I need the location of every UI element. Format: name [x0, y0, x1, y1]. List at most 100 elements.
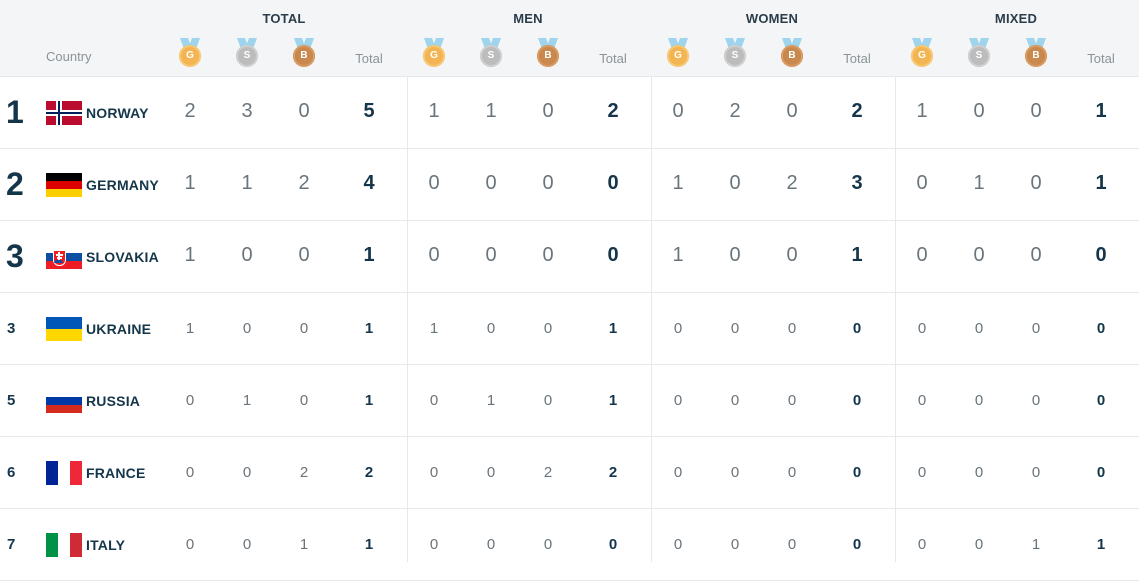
gold-medal-icon[interactable]: G	[909, 38, 935, 68]
germany-flag-icon	[46, 173, 82, 197]
medal-total-cell: 0	[608, 536, 618, 553]
total-column-header[interactable]: Total	[1087, 51, 1115, 66]
medal-count-cell: 0	[486, 536, 496, 553]
medal-count-cell: 1	[672, 244, 684, 266]
table-row[interactable]: 3 UKRAINE 1 0 0 1 1 0 0 1 0 0 0 0 0 0 0 0	[0, 292, 1139, 365]
medal-count-cell: 1	[973, 172, 985, 194]
medal-count-cell: 0	[673, 392, 683, 409]
medal-count-cell: 0	[485, 244, 497, 266]
medal-count-cell: 0	[730, 536, 740, 553]
country-name[interactable]: UKRAINE	[86, 321, 152, 337]
gold-medal-icon[interactable]: G	[177, 38, 203, 68]
medal-count-cell: 0	[787, 392, 797, 409]
medal-disc-letter: G	[179, 45, 201, 67]
medal-total-cell: 1	[851, 244, 863, 266]
medal-total-cell: 3	[851, 172, 863, 194]
table-row[interactable]: 7 ITALY 0 0 1 1 0 0 0 0 0 0 0 0 0 0 1 1	[0, 508, 1139, 581]
total-column-header[interactable]: Total	[599, 51, 627, 66]
medal-total-cell: 2	[364, 464, 374, 481]
medal-count-cell: 0	[973, 100, 985, 122]
bronze-medal-icon[interactable]: B	[535, 38, 561, 68]
medal-count-cell: 0	[786, 100, 798, 122]
russia-flag-icon	[46, 389, 82, 413]
medal-total-cell: 0	[607, 244, 619, 266]
silver-medal-icon[interactable]: S	[478, 38, 504, 68]
norway-flag-icon	[46, 101, 82, 125]
bronze-medal-icon[interactable]: B	[291, 38, 317, 68]
group-header-men[interactable]: MEN	[513, 11, 543, 26]
medal-count-cell: 0	[974, 392, 984, 409]
total-column-header[interactable]: Total	[355, 51, 383, 66]
bronze-medal-icon[interactable]: B	[1023, 38, 1049, 68]
medal-count-cell: 1	[486, 392, 496, 409]
country-name[interactable]: RUSSIA	[86, 393, 141, 409]
medal-disc-letter: G	[667, 45, 689, 67]
country-name[interactable]: NORWAY	[86, 105, 149, 121]
medal-count-cell: 0	[673, 464, 683, 481]
medal-count-cell: 0	[917, 536, 927, 553]
table-row[interactable]: 6 FRANCE 0 0 2 2 0 0 2 2 0 0 0 0 0 0 0 0	[0, 436, 1139, 509]
medal-disc-letter: S	[724, 45, 746, 67]
medal-count-cell: 0	[672, 100, 684, 122]
medal-disc-letter: S	[480, 45, 502, 67]
country-name[interactable]: SLOVAKIA	[86, 249, 159, 265]
medal-total-cell: 1	[1095, 100, 1107, 122]
medal-total-cell: 0	[852, 320, 862, 337]
bronze-medal-icon[interactable]: B	[779, 38, 805, 68]
medal-count-cell: 0	[730, 464, 740, 481]
medal-count-cell: 0	[299, 320, 309, 337]
medal-count-cell: 0	[730, 392, 740, 409]
rank-number: 3	[6, 238, 24, 274]
country-name[interactable]: GERMANY	[86, 177, 159, 193]
medal-count-cell: 0	[428, 244, 440, 266]
medal-count-cell: 0	[185, 392, 195, 409]
table-row[interactable]: 5 RUSSIA 0 1 0 1 0 1 0 1 0 0 0 0 0 0 0 0	[0, 364, 1139, 437]
table-row[interactable]: 1 NORWAY 2 3 0 5 1 1 0 2 0 2 0 2 1 0 0 1	[0, 76, 1139, 149]
medal-total-cell: 0	[1096, 464, 1106, 481]
country-name[interactable]: ITALY	[86, 537, 126, 553]
medal-count-cell: 0	[974, 320, 984, 337]
medal-count-cell: 0	[428, 172, 440, 194]
medal-total-cell: 1	[608, 392, 618, 409]
table-row[interactable]: 2 GERMANY 1 1 2 4 0 0 0 0 1 0 2 3 0 1 0 1	[0, 148, 1139, 221]
total-column-header[interactable]: Total	[843, 51, 871, 66]
medal-count-cell: 0	[429, 536, 439, 553]
silver-medal-icon[interactable]: S	[966, 38, 992, 68]
silver-medal-icon[interactable]: S	[722, 38, 748, 68]
rank-number: 2	[6, 166, 24, 202]
medal-count-cell: 0	[185, 464, 195, 481]
medal-count-cell: 0	[543, 536, 553, 553]
slovakia-flag-icon	[46, 245, 82, 269]
group-header-total[interactable]: TOTAL	[262, 11, 306, 26]
medal-total-cell: 0	[1095, 244, 1107, 266]
medal-count-cell: 2	[786, 172, 798, 194]
gold-medal-icon[interactable]: G	[421, 38, 447, 68]
medal-count-cell: 0	[298, 244, 310, 266]
medal-count-cell: 0	[486, 464, 496, 481]
country-column-header[interactable]: Country	[46, 49, 92, 64]
medal-count-cell: 1	[184, 172, 196, 194]
group-header-mixed[interactable]: MIXED	[994, 11, 1038, 26]
medal-count-cell: 2	[299, 464, 309, 481]
country-name[interactable]: FRANCE	[86, 465, 146, 481]
medal-count-cell: 2	[298, 172, 310, 194]
medal-total-cell: 1	[608, 320, 618, 337]
column-divider	[407, 76, 408, 562]
medal-total-cell: 1	[364, 392, 374, 409]
group-header-women[interactable]: WOMEN	[745, 11, 799, 26]
table-row[interactable]: 3 SLOVAKIA 1 0 0 1 0 0 0 0 1 0 0 1 0 0 0 0	[0, 220, 1139, 293]
medal-total-cell: 1	[1095, 172, 1107, 194]
italy-flag-icon	[46, 533, 82, 557]
medal-count-cell: 0	[185, 536, 195, 553]
medal-disc-letter: S	[968, 45, 990, 67]
medal-count-cell: 0	[1030, 244, 1042, 266]
medal-total-cell: 0	[852, 392, 862, 409]
silver-medal-icon[interactable]: S	[234, 38, 260, 68]
gold-medal-icon[interactable]: G	[665, 38, 691, 68]
medal-count-cell: 2	[543, 464, 553, 481]
column-divider	[895, 76, 896, 562]
medal-count-cell: 0	[729, 172, 741, 194]
medal-count-cell: 1	[916, 100, 928, 122]
medal-count-cell: 1	[672, 172, 684, 194]
medal-count-cell: 1	[242, 392, 252, 409]
